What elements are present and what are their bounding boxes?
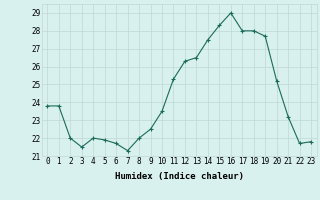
X-axis label: Humidex (Indice chaleur): Humidex (Indice chaleur) (115, 172, 244, 181)
